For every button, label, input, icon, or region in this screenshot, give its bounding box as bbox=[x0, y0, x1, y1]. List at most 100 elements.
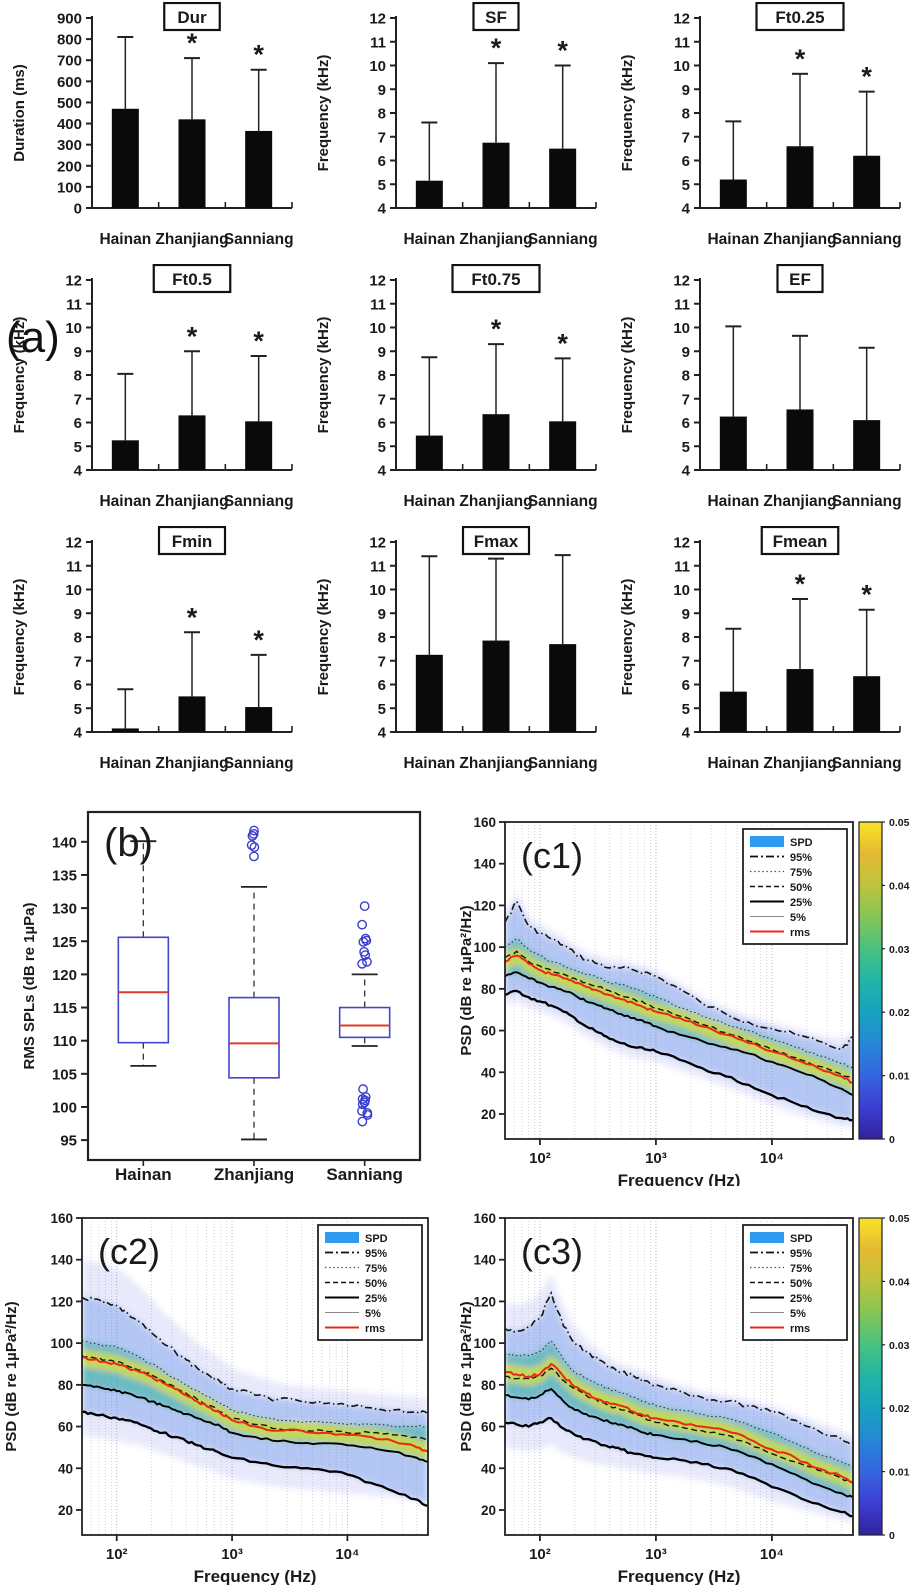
percentile-75-line bbox=[82, 1340, 428, 1428]
bar-Sanniang bbox=[549, 148, 577, 208]
svg-text:5: 5 bbox=[378, 177, 386, 194]
svg-text:50%: 50% bbox=[365, 1278, 387, 1290]
outlier-point bbox=[362, 956, 372, 967]
bar-Zhanjiang bbox=[178, 119, 206, 208]
bar-Zhanjiang bbox=[482, 414, 510, 470]
outlier-point bbox=[357, 1116, 368, 1127]
outlier-point bbox=[246, 840, 257, 851]
category-label: Hainan bbox=[403, 493, 455, 510]
svg-text:80: 80 bbox=[481, 1378, 496, 1393]
outlier-point bbox=[249, 842, 260, 853]
category-label: Hainan bbox=[707, 755, 759, 772]
percentile-5-line bbox=[82, 1410, 428, 1507]
svg-text:500: 500 bbox=[57, 95, 82, 112]
svg-text:140: 140 bbox=[473, 1253, 496, 1268]
svg-text:60: 60 bbox=[58, 1420, 73, 1435]
category-label: Hainan bbox=[707, 231, 759, 248]
outlier-point bbox=[248, 828, 259, 839]
svg-text:700: 700 bbox=[57, 53, 82, 70]
chart-sf: 4 5 6 7 8 9 10 11 12 Hainan * Zhanjiang * Sanniang SF F… bbox=[315, 2, 598, 248]
svg-text:95%: 95% bbox=[790, 852, 812, 864]
category-label: Hainan bbox=[115, 1165, 172, 1184]
svg-text:11: 11 bbox=[370, 558, 386, 575]
bar-Sanniang bbox=[549, 644, 577, 732]
bar-Zhanjiang bbox=[786, 146, 814, 208]
chart-fmin: 4 5 6 7 8 9 10 11 12 Hainan * Zhanjiang * Sanniang Fmi… bbox=[11, 526, 294, 772]
box-Sanniang bbox=[338, 1006, 391, 1039]
percentile-95-line bbox=[505, 899, 853, 1051]
svg-text:7: 7 bbox=[74, 653, 82, 670]
svg-text:80: 80 bbox=[481, 982, 496, 997]
legend-spd-patch bbox=[750, 836, 784, 847]
category-label: Zhanjiang bbox=[155, 231, 228, 248]
bar-Hainan bbox=[111, 440, 139, 470]
bar-Zhanjiang bbox=[178, 696, 206, 732]
svg-text:11: 11 bbox=[370, 296, 386, 313]
svg-text:10: 10 bbox=[65, 320, 82, 337]
bar-Zhanjiang bbox=[178, 415, 206, 470]
svg-text:6: 6 bbox=[378, 153, 386, 170]
svg-text:60: 60 bbox=[481, 1420, 496, 1435]
svg-text:8: 8 bbox=[378, 630, 386, 647]
colorbar bbox=[858, 821, 883, 1140]
svg-text:12: 12 bbox=[673, 535, 690, 552]
significance-asterisk: * bbox=[491, 314, 502, 344]
svg-text:25%: 25% bbox=[365, 1293, 387, 1305]
svg-text:5: 5 bbox=[682, 177, 690, 194]
svg-text:10²: 10² bbox=[529, 1150, 551, 1167]
svg-text:10²: 10² bbox=[106, 1546, 128, 1563]
x-axis-label: Frequency (Hz) bbox=[194, 1567, 317, 1585]
svg-text:SPD: SPD bbox=[790, 1233, 813, 1245]
svg-text:5%: 5% bbox=[790, 912, 806, 924]
significance-asterisk: * bbox=[557, 36, 568, 66]
percentile-75-line bbox=[505, 938, 853, 1069]
svg-text:105: 105 bbox=[52, 1066, 77, 1083]
svg-text:120: 120 bbox=[50, 1294, 73, 1309]
outlier-point bbox=[362, 1110, 373, 1120]
svg-text:4: 4 bbox=[682, 463, 691, 480]
bar-Zhanjiang bbox=[786, 409, 814, 470]
svg-text:SPD: SPD bbox=[365, 1233, 388, 1245]
svg-text:0: 0 bbox=[74, 201, 82, 218]
box-Hainan bbox=[117, 936, 170, 1044]
category-label: Zhanjiang bbox=[763, 755, 836, 772]
bar-Hainan bbox=[719, 416, 747, 470]
y-axis-label: Duration (ms) bbox=[11, 64, 28, 162]
svg-text:6: 6 bbox=[682, 415, 690, 432]
svg-text:0.03: 0.03 bbox=[889, 944, 910, 956]
svg-text:135: 135 bbox=[52, 867, 77, 884]
y-axis-label: Frequency (kHz) bbox=[11, 579, 28, 696]
svg-text:10: 10 bbox=[369, 320, 386, 337]
svg-text:110: 110 bbox=[53, 1033, 77, 1050]
y-axis-label: Frequency (kHz) bbox=[315, 579, 332, 696]
svg-text:9: 9 bbox=[378, 82, 386, 99]
y-axis-label: RMS SPLs (dB re 1µPa) bbox=[21, 902, 38, 1069]
svg-text:9: 9 bbox=[74, 606, 82, 623]
svg-text:12: 12 bbox=[369, 273, 386, 290]
significance-asterisk: * bbox=[187, 321, 198, 351]
bar-Hainan bbox=[415, 180, 443, 208]
category-label: Zhanjiang bbox=[763, 493, 836, 510]
category-label: Sanniang bbox=[326, 1165, 403, 1184]
svg-text:7: 7 bbox=[378, 653, 386, 670]
svg-text:40: 40 bbox=[481, 1461, 496, 1476]
category-label: Zhanjiang bbox=[214, 1165, 294, 1184]
title-box bbox=[157, 526, 227, 556]
category-label: Sanniang bbox=[224, 755, 294, 772]
svg-text:20: 20 bbox=[58, 1503, 73, 1518]
svg-text:11: 11 bbox=[674, 558, 690, 575]
svg-text:12: 12 bbox=[673, 273, 690, 290]
chart-psd-c2: 20 40 60 80 100 120 140 160 10² 10³ 10⁴ Frequency (… bbox=[3, 1211, 429, 1585]
svg-text:100: 100 bbox=[57, 179, 82, 196]
percentile-5-line bbox=[505, 989, 853, 1122]
svg-text:10: 10 bbox=[673, 582, 690, 599]
bar-Hainan bbox=[111, 108, 139, 208]
svg-text:8: 8 bbox=[74, 368, 82, 385]
svg-text:160: 160 bbox=[473, 815, 496, 830]
significance-asterisk: * bbox=[795, 569, 806, 599]
category-label: Zhanjiang bbox=[155, 755, 228, 772]
y-axis-label: PSD (dB re 1µPa²/Hz) bbox=[3, 1301, 20, 1451]
title-box bbox=[461, 526, 531, 556]
svg-text:10: 10 bbox=[369, 582, 386, 599]
colorbar bbox=[858, 1217, 883, 1536]
